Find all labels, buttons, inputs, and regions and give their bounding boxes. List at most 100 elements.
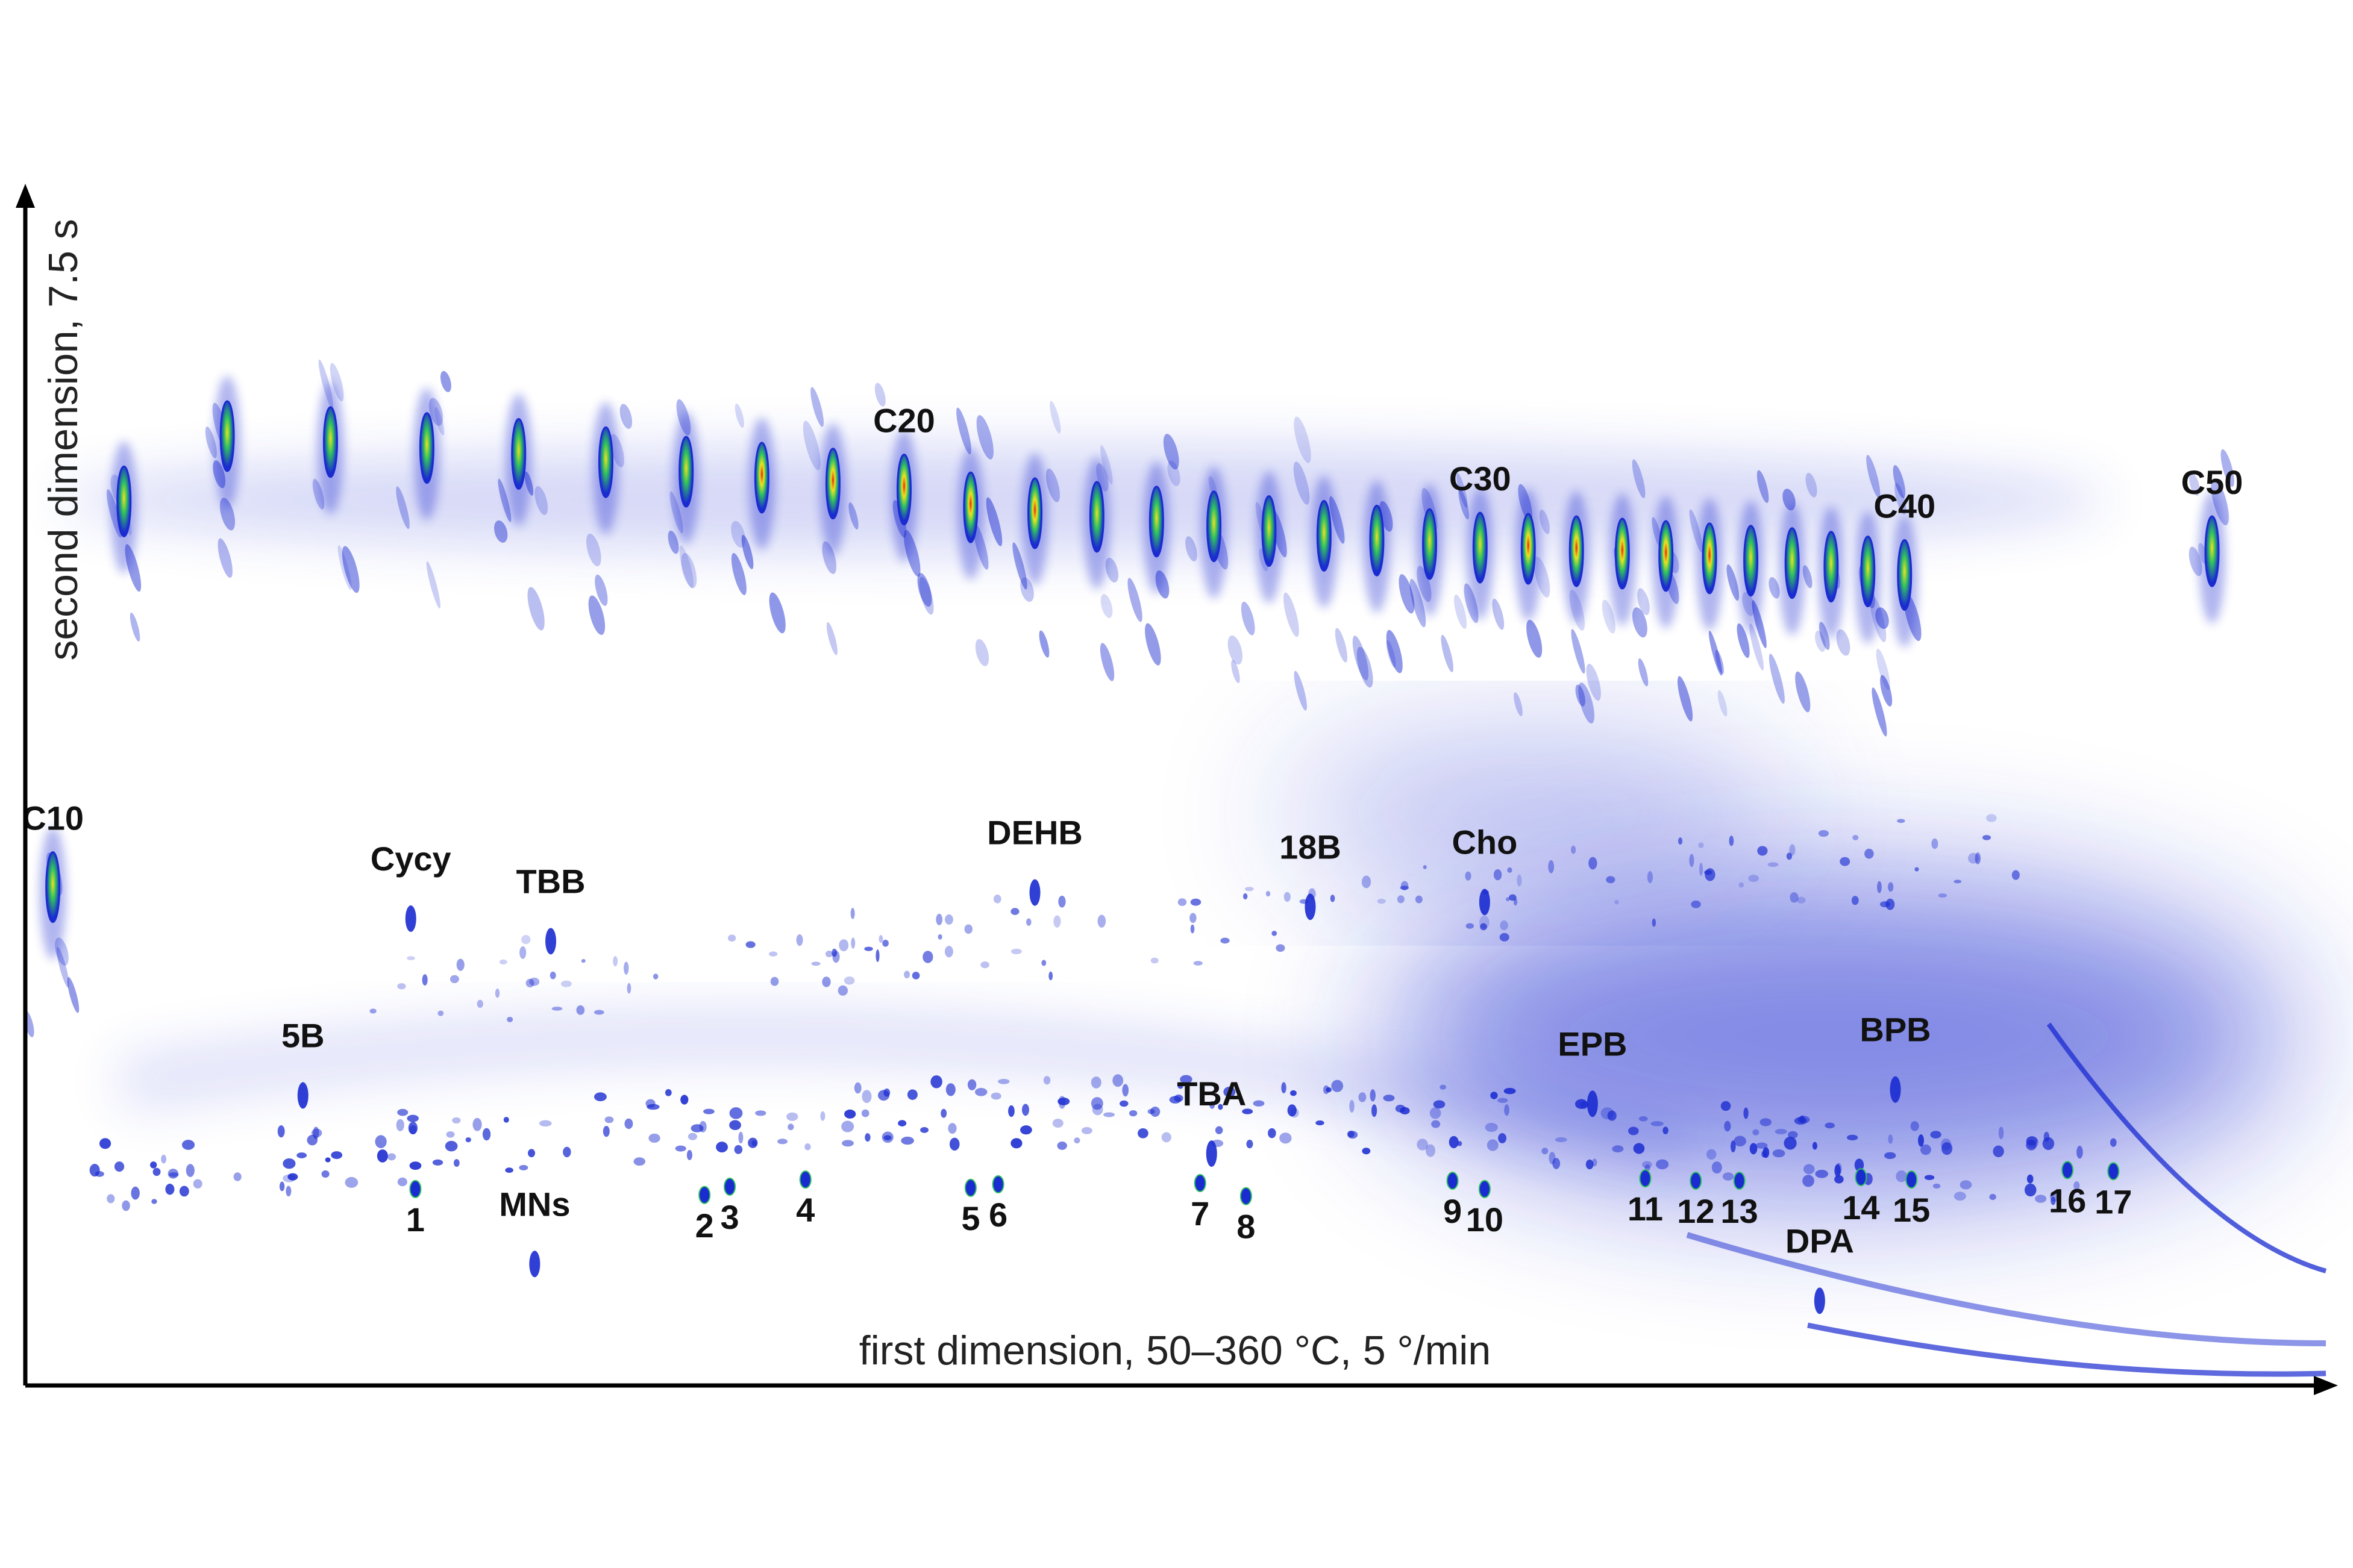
minor-peak [494,520,508,543]
minor-peak [1924,1175,1935,1180]
annotation-mns: MNs [499,1185,570,1223]
minor-peak [604,1116,614,1123]
minor-peak [1043,1076,1051,1085]
alkane-peak [419,412,434,484]
alkane-peak-c10 [45,851,61,923]
minor-peak [1918,1134,1924,1147]
minor-peak [1283,892,1291,902]
minor-peak [1057,1098,1070,1105]
minor-peak [446,1131,455,1138]
annotation-bpb: BPB [1860,1011,1931,1049]
minor-peak [2043,1131,2050,1142]
minor-peak [1932,1183,1941,1189]
minor-peak [1293,461,1310,505]
minor-peak [1223,1086,1236,1098]
minor-peak [1440,1084,1447,1090]
minor-peak [1415,895,1423,904]
minor-peak [741,534,754,569]
minor-peak [986,497,1003,546]
minor-peak [313,1126,319,1140]
minor-peak [1458,489,1469,520]
peak-number-10: 10 [1466,1201,1503,1238]
unresolved-hump-main [1386,879,2290,1193]
minor-peak [342,546,360,593]
minor-peak [1242,1108,1253,1114]
annotation-18b: 18B [1279,828,1341,866]
minor-peak [1371,1104,1377,1117]
minor-peak [1549,1152,1556,1164]
numbered-peak [1690,1172,1702,1190]
alkane-label-c10: C10 [22,799,84,837]
minor-peak [842,1140,854,1147]
minor-peak [1910,1121,1919,1131]
annotation-tbb: TBB [516,862,585,900]
minor-peak [1752,1129,1759,1135]
minor-peak [1045,468,1060,502]
minor-peak [603,1125,610,1137]
minor-peak [407,1114,419,1122]
peak-number-15: 15 [1893,1191,1930,1229]
minor-peak [89,1164,100,1177]
minor-peak [152,1167,161,1176]
minor-peak [1465,923,1474,929]
minor-peak [1227,635,1243,665]
minor-peak [1167,460,1180,487]
minor-peak [1456,473,1468,508]
minor-peak [1644,1164,1650,1171]
peak-number-13: 13 [1720,1192,1758,1230]
minor-peak [1241,601,1255,636]
minor-peak [1729,836,1734,846]
minor-peak [1756,470,1769,503]
minor-peak [1876,881,1882,893]
minor-peak [1503,1087,1516,1095]
minor-peak [864,946,873,951]
minor-peak [688,1132,698,1140]
minor-peak [369,1008,377,1014]
minor-peak [1897,819,1905,823]
minor-peak [619,404,633,429]
minor-peak [883,1088,891,1097]
minor-peak [822,976,831,987]
minor-peak [337,545,352,590]
minor-peak [331,1151,343,1160]
alkane-peak [1614,517,1630,590]
minor-peak [387,1153,396,1161]
minor-peak [844,976,855,985]
minor-peak [1755,1142,1768,1149]
minor-peak [2110,1138,2117,1147]
minor-peak [624,961,629,975]
minor-peak [738,1131,744,1144]
minor-peak [624,1118,633,1129]
minor-peak [1580,1101,1588,1109]
minor-peak [901,1136,914,1145]
minor-peak [1650,1121,1664,1126]
minor-peak [1600,1107,1614,1120]
minor-peak [527,587,545,631]
numbered-peak [2061,1161,2074,1179]
minor-peak [627,982,631,994]
minor-peak [768,951,778,957]
minor-peak [1548,860,1555,873]
minor-peak [586,533,601,567]
minor-peak [1720,1101,1731,1111]
minor-peak [1893,465,1906,499]
alkane-label-c40: C40 [1873,487,1935,525]
minor-peak [748,1137,758,1148]
minor-peak [1678,837,1683,845]
minor-peak [1498,1133,1507,1143]
minor-peak [1163,434,1179,470]
peak-number-16: 16 [2049,1181,2086,1219]
minor-peak [1150,1107,1161,1117]
minor-peak [844,1109,856,1119]
minor-peak [2076,1145,2083,1159]
minor-peak [1287,1104,1297,1117]
minor-peak [949,1137,960,1151]
minor-peak [1759,1118,1772,1126]
alkane-peak [1261,495,1277,567]
minor-peak [948,1123,957,1134]
alkane-peak [598,426,613,498]
minor-peak [1967,852,1979,864]
minor-peak [1409,579,1426,628]
minor-peak [919,576,934,615]
